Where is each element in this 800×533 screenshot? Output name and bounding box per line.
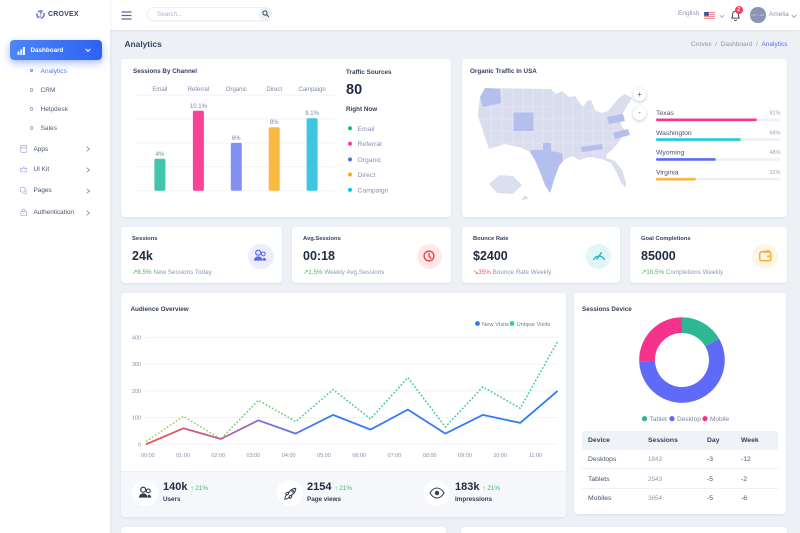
svg-text:Tablet: Tablet — [650, 416, 668, 423]
svg-text:300: 300 — [132, 362, 141, 368]
svg-text:02:00: 02:00 — [211, 453, 225, 459]
svg-text:Direct: Direct — [358, 172, 376, 179]
svg-text:0: 0 — [138, 442, 141, 448]
svg-text:Referral: Referral — [188, 87, 209, 93]
svg-text:04:00: 04:00 — [282, 453, 296, 459]
svg-text:6%: 6% — [232, 136, 241, 142]
svg-text:05:00: 05:00 — [317, 453, 331, 459]
svg-text:100: 100 — [132, 416, 141, 422]
svg-text:Desktop: Desktop — [677, 416, 701, 423]
svg-text:10.1%: 10.1% — [190, 104, 208, 110]
svg-text:81%: 81% — [769, 111, 780, 117]
svg-text:Washington: Washington — [656, 130, 692, 137]
svg-text:Organic: Organic — [226, 87, 247, 93]
svg-text:06:00: 06:00 — [352, 453, 366, 459]
svg-text:Unique Visits: Unique Visits — [517, 322, 551, 328]
svg-text:03:00: 03:00 — [247, 453, 261, 459]
svg-text:Mobile: Mobile — [710, 416, 730, 423]
svg-text:Referral: Referral — [358, 141, 383, 148]
svg-text:200: 200 — [132, 389, 141, 395]
svg-text:4%: 4% — [156, 152, 165, 158]
svg-text:68%: 68% — [769, 130, 780, 136]
svg-text:Direct: Direct — [266, 87, 282, 93]
svg-text:01:00: 01:00 — [176, 453, 190, 459]
svg-text:07:00: 07:00 — [388, 453, 402, 459]
svg-text:08:00: 08:00 — [423, 453, 437, 459]
svg-text:Wyoming: Wyoming — [656, 150, 684, 157]
svg-text:Email: Email — [358, 126, 375, 133]
svg-text:09:00: 09:00 — [458, 453, 472, 459]
svg-text:400: 400 — [132, 336, 141, 342]
svg-text:8%: 8% — [270, 120, 279, 126]
svg-text:32%: 32% — [769, 170, 780, 176]
svg-text:9.1%: 9.1% — [305, 111, 319, 117]
svg-text:Campaign: Campaign — [298, 87, 325, 93]
svg-text:New Visits: New Visits — [482, 322, 509, 328]
svg-text:00:00: 00:00 — [141, 453, 155, 459]
svg-text:Virginia: Virginia — [656, 169, 679, 176]
svg-text:11:00: 11:00 — [529, 453, 542, 459]
svg-text:48%: 48% — [769, 150, 780, 156]
svg-text:Email: Email — [152, 87, 167, 93]
svg-text:Organic: Organic — [358, 157, 382, 164]
svg-text:Campaign: Campaign — [358, 187, 389, 194]
svg-text:10:00: 10:00 — [493, 453, 507, 459]
svg-text:Texas: Texas — [656, 110, 674, 117]
